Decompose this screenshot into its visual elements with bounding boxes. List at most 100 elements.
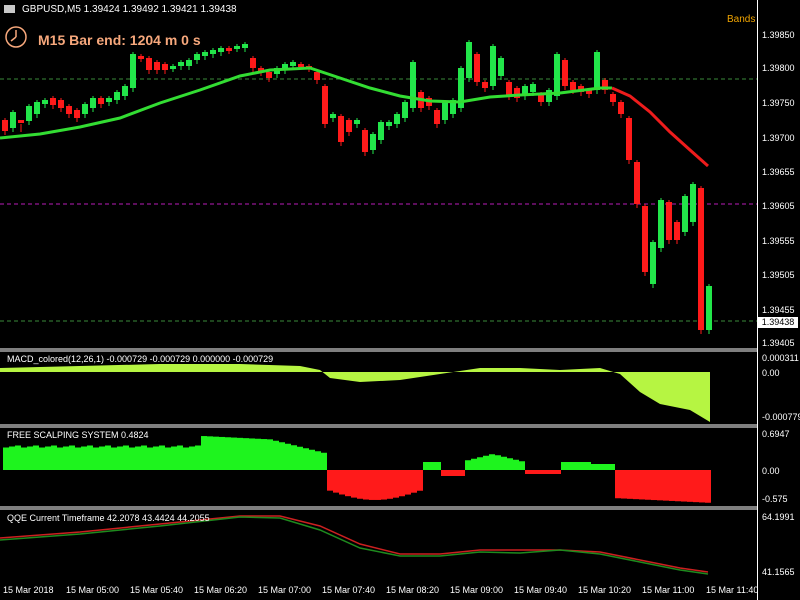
candle-body (138, 56, 144, 59)
candle-body (50, 98, 56, 105)
candle-body (514, 88, 520, 98)
candle-body (458, 68, 464, 108)
fss-bar (267, 439, 273, 470)
fss-bar (183, 447, 189, 470)
fss-bar (387, 470, 393, 499)
fss-bar (519, 461, 525, 470)
fss-bar (639, 470, 645, 500)
candle-body (554, 54, 560, 96)
fss-bar (243, 438, 249, 470)
candle-body (530, 84, 536, 92)
fss-bar (459, 470, 465, 476)
candle-body (130, 54, 136, 88)
candle-body (378, 122, 384, 140)
macd-axis-tick: -0.000779 (762, 412, 800, 422)
fss-bar (363, 470, 369, 500)
fss-bar (63, 446, 69, 470)
candle-body (442, 102, 448, 120)
pane-separator[interactable] (0, 506, 800, 510)
candle-body (106, 98, 112, 102)
price-chart[interactable] (0, 0, 757, 349)
candle-body (114, 92, 120, 100)
candle-body (482, 82, 488, 88)
candle-body (170, 66, 176, 69)
fss-bar (501, 456, 507, 470)
fss-bar (477, 457, 483, 470)
fss-bar (129, 447, 135, 470)
candle-body (314, 72, 320, 80)
time-tick: 15 Mar 05:40 (130, 585, 184, 595)
fss-bar (51, 445, 57, 470)
qqe-pane[interactable] (0, 510, 757, 582)
fss-bar (603, 464, 609, 470)
candle-body (202, 52, 208, 56)
fss-pane[interactable] (0, 428, 757, 506)
fss-bar (75, 447, 81, 470)
fss-bar (213, 436, 219, 470)
fss-bar (525, 470, 531, 474)
fss-bar (93, 447, 99, 470)
fss-bar (561, 462, 567, 470)
candle-body (626, 118, 632, 160)
candle-body (266, 72, 272, 78)
fss-bar (165, 447, 171, 470)
clock-icon (5, 26, 27, 48)
candle-body (546, 90, 552, 102)
fss-bar (147, 447, 153, 470)
fss-bar (351, 470, 357, 498)
fss-bar (483, 455, 489, 470)
fss-bar (291, 445, 297, 470)
fss-bar (69, 445, 75, 470)
fss-bar (543, 470, 549, 474)
macd-histogram (0, 364, 710, 422)
qqe-axis-tick: 64.1991 (762, 512, 795, 522)
fss-bar (177, 445, 183, 470)
fss-bar (279, 442, 285, 470)
fss-bar (411, 470, 417, 493)
fss-bar (249, 438, 255, 470)
candle-body (90, 98, 96, 108)
fss-bar (489, 454, 495, 470)
fss-bar (507, 458, 513, 470)
price-axis[interactable] (757, 0, 800, 600)
candle-body (234, 46, 240, 49)
candle-body (242, 44, 248, 48)
candle-body (18, 120, 24, 123)
price-chart-pane[interactable] (0, 0, 757, 349)
fss-bar (555, 470, 561, 474)
candle-body (346, 120, 352, 132)
time-tick: 15 Mar 09:40 (514, 585, 568, 595)
fss-bar (441, 470, 447, 476)
qqe-title: QQE Current Timeframe 42.2078 43.4424 44… (7, 513, 210, 523)
fss-bar (687, 470, 693, 502)
fss-bar (81, 446, 87, 470)
fss-bar (195, 445, 201, 470)
candle-body (162, 64, 168, 70)
fss-bar (375, 470, 381, 500)
candle-body (58, 100, 64, 108)
candle-body (402, 102, 408, 118)
fss-bar (693, 470, 699, 503)
fss-bar (417, 470, 423, 491)
pane-separator[interactable] (0, 348, 800, 352)
chart-window-icon (4, 5, 15, 13)
fss-bar (453, 470, 459, 476)
fss-bar (699, 470, 705, 503)
candle-body (2, 120, 8, 131)
candle-body (154, 62, 160, 70)
fss-bar (327, 470, 333, 491)
fss-bar (261, 439, 267, 470)
bar-timer-label: M15 Bar end: 1204 m 0 s (38, 32, 201, 48)
fss-bar (645, 470, 651, 500)
price-tick: 1.39455 (762, 305, 795, 315)
pane-separator[interactable] (0, 424, 800, 428)
fss-bar (465, 460, 471, 470)
fss-bar (201, 436, 207, 470)
candle-body (250, 58, 256, 68)
price-tick: 1.39605 (762, 201, 795, 211)
fss-bar (393, 470, 399, 498)
macd-pane[interactable] (0, 352, 757, 424)
fss-bar (87, 445, 93, 470)
time-tick: 15 Mar 05:00 (66, 585, 120, 595)
fss-bar (423, 462, 429, 470)
